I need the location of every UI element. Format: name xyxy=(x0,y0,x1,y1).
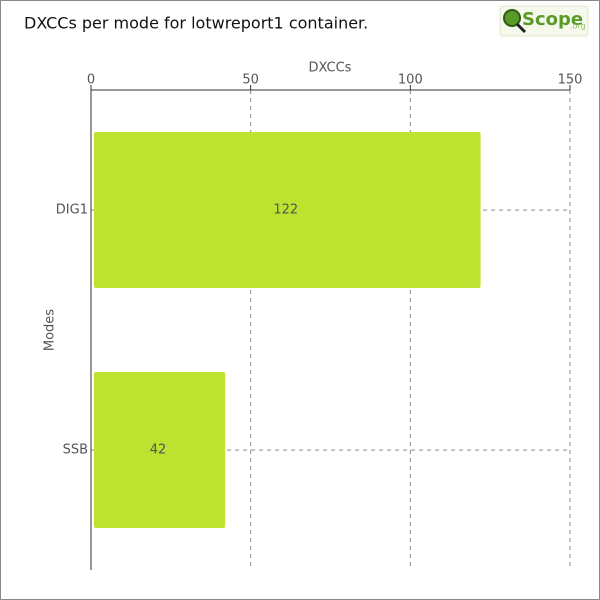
x-tick-label: 150 xyxy=(558,73,583,88)
value-label: 122 xyxy=(273,203,298,218)
value-label: 42 xyxy=(150,443,167,458)
chart-title: DXCCs per mode for lotwreport1 container… xyxy=(24,14,368,33)
logo-handle xyxy=(515,22,527,34)
y-tick-label: SSB xyxy=(63,443,88,458)
logo: Scope .org xyxy=(499,5,589,37)
bar xyxy=(94,132,481,288)
logo-text: Scope xyxy=(522,9,583,30)
x-tick-label: 100 xyxy=(398,73,423,88)
logo-lens xyxy=(503,9,521,27)
x-tick-label: 50 xyxy=(242,73,259,88)
y-axis-label: Modes xyxy=(43,309,58,351)
bar xyxy=(94,372,226,528)
logo-suffix: .org xyxy=(570,22,586,31)
x-axis-label: DXCCs xyxy=(309,61,352,76)
x-tick-label: 0 xyxy=(87,73,95,88)
y-tick-label: DIG1 xyxy=(56,203,88,218)
